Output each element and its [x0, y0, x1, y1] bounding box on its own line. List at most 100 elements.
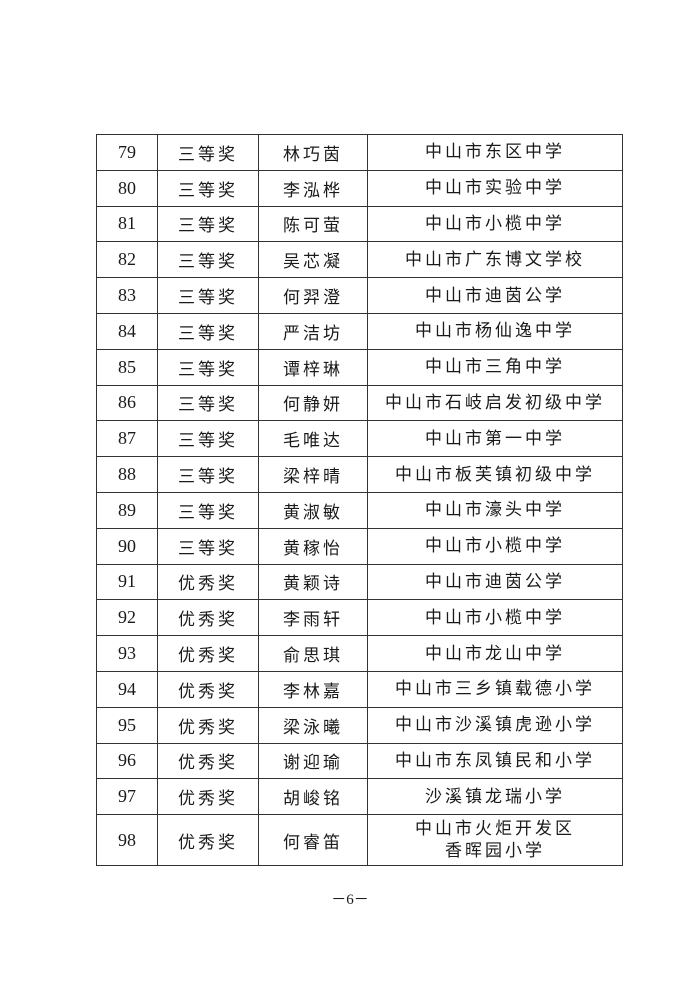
row-number: 86: [96, 384, 158, 422]
row-number: 98: [96, 814, 158, 867]
table-row: 95 优秀奖 梁泳曦 中山市沙溪镇虎逊小学: [96, 706, 623, 744]
row-number: 85: [96, 348, 158, 386]
table-row: 84 三等奖 严洁坊 中山市杨仙逸中学: [96, 312, 623, 350]
table-row: 90 三等奖 黄稼怡 中山市小榄中学: [96, 527, 623, 565]
student-name: 黄稼怡: [258, 527, 368, 565]
table-row: 98 优秀奖 何睿笛 中山市火炬开发区 香晖园小学: [96, 814, 623, 867]
school-name: 中山市火炬开发区 香晖园小学: [367, 814, 623, 867]
student-name: 黄颖诗: [258, 563, 368, 601]
award-level: 三等奖: [157, 134, 259, 171]
row-number: 94: [96, 670, 158, 708]
school-name-line: 中山市小榄中学: [425, 607, 565, 627]
award-level: 三等奖: [157, 348, 259, 386]
student-name: 吴芯凝: [258, 241, 368, 279]
student-name: 李泓桦: [258, 169, 368, 207]
school-name: 中山市小榄中学: [367, 527, 623, 565]
student-name: 何睿笛: [258, 814, 368, 867]
student-name: 何羿澄: [258, 277, 368, 314]
award-level: 优秀奖: [157, 742, 259, 780]
row-number: 96: [96, 742, 158, 780]
student-name: 李雨轩: [258, 599, 368, 637]
school-name: 中山市第一中学: [367, 420, 623, 458]
award-level: 三等奖: [157, 420, 259, 458]
row-number: 80: [96, 169, 158, 207]
school-name-line: 中山市广东博文学校: [405, 249, 585, 269]
award-table: 79 三等奖 林巧茵 中山市东区中学 80 三等奖 李泓桦 中山市实验中学 81 三等奖 陈可萤 中山…: [96, 134, 623, 867]
student-name: 胡峻铭: [258, 778, 368, 816]
row-number: 95: [96, 706, 158, 744]
school-name: 中山市东区中学: [367, 134, 623, 171]
row-number: 92: [96, 599, 158, 637]
award-table-body: 79 三等奖 林巧茵 中山市东区中学 80 三等奖 李泓桦 中山市实验中学 81 三等奖 陈可萤 中山…: [96, 134, 623, 867]
table-row: 96 优秀奖 谢迎瑜 中山市东凤镇民和小学: [96, 742, 623, 780]
row-number: 93: [96, 635, 158, 672]
award-level: 三等奖: [157, 527, 259, 565]
row-number: 83: [96, 277, 158, 314]
student-name: 俞思琪: [258, 635, 368, 672]
school-name: 中山市板芙镇初级中学: [367, 456, 623, 493]
school-name-line: 中山市东区中学: [425, 142, 565, 162]
table-row: 79 三等奖 林巧茵 中山市东区中学: [96, 134, 623, 171]
school-name-line: 中山市第一中学: [425, 428, 565, 448]
row-number: 87: [96, 420, 158, 458]
table-row: 80 三等奖 李泓桦 中山市实验中学: [96, 169, 623, 207]
award-level: 三等奖: [157, 205, 259, 243]
school-name-line: 中山市实验中学: [425, 178, 565, 198]
school-name: 中山市杨仙逸中学: [367, 312, 623, 350]
school-name-line: 中山市三乡镇载德小学: [395, 679, 595, 699]
award-level: 三等奖: [157, 312, 259, 350]
table-row: 92 优秀奖 李雨轩 中山市小榄中学: [96, 599, 623, 637]
award-level: 优秀奖: [157, 778, 259, 816]
student-name: 谢迎瑜: [258, 742, 368, 780]
table-row: 91 优秀奖 黄颖诗 中山市迪茵公学: [96, 563, 623, 601]
award-level: 三等奖: [157, 491, 259, 529]
school-name-line: 中山市迪茵公学: [425, 571, 565, 591]
award-level: 优秀奖: [157, 563, 259, 601]
school-name-line: 中山市杨仙逸中学: [415, 321, 575, 341]
school-name: 中山市濠头中学: [367, 491, 623, 529]
student-name: 毛唯达: [258, 420, 368, 458]
school-name-line: 香晖园小学: [445, 841, 545, 861]
row-number: 81: [96, 205, 158, 243]
school-name-line: 中山市火炬开发区: [415, 819, 575, 839]
award-level: 三等奖: [157, 456, 259, 493]
award-level: 三等奖: [157, 384, 259, 422]
award-level: 优秀奖: [157, 670, 259, 708]
school-name-line: 中山市东凤镇民和小学: [395, 750, 595, 770]
school-name-line: 中山市龙山中学: [425, 643, 565, 663]
school-name: 中山市龙山中学: [367, 635, 623, 672]
student-name: 谭梓琳: [258, 348, 368, 386]
school-name: 中山市迪茵公学: [367, 563, 623, 601]
school-name: 中山市东凤镇民和小学: [367, 742, 623, 780]
award-level: 优秀奖: [157, 635, 259, 672]
school-name: 中山市石岐启发初级中学: [367, 384, 623, 422]
table-row: 88 三等奖 梁梓晴 中山市板芙镇初级中学: [96, 456, 623, 493]
student-name: 林巧茵: [258, 134, 368, 171]
school-name: 中山市实验中学: [367, 169, 623, 207]
school-name-line: 沙溪镇龙瑞小学: [425, 786, 565, 806]
school-name: 沙溪镇龙瑞小学: [367, 778, 623, 816]
school-name-line: 中山市小榄中学: [425, 536, 565, 556]
table-row: 93 优秀奖 俞思琪 中山市龙山中学: [96, 635, 623, 672]
row-number: 88: [96, 456, 158, 493]
school-name-line: 中山市迪茵公学: [425, 285, 565, 305]
row-number: 90: [96, 527, 158, 565]
school-name-line: 中山市板芙镇初级中学: [395, 464, 595, 484]
award-level: 三等奖: [157, 241, 259, 279]
award-level: 三等奖: [157, 277, 259, 314]
student-name: 梁梓晴: [258, 456, 368, 493]
page-number: －6－: [331, 892, 369, 908]
table-row: 81 三等奖 陈可萤 中山市小榄中学: [96, 205, 623, 243]
school-name-line: 中山市小榄中学: [425, 213, 565, 233]
table-row: 85 三等奖 谭梓琳 中山市三角中学: [96, 348, 623, 386]
school-name: 中山市三角中学: [367, 348, 623, 386]
award-level: 优秀奖: [157, 706, 259, 744]
table-row: 89 三等奖 黄淑敏 中山市濠头中学: [96, 491, 623, 529]
award-level: 三等奖: [157, 169, 259, 207]
school-name-line: 中山市石岐启发初级中学: [385, 392, 605, 412]
student-name: 梁泳曦: [258, 706, 368, 744]
school-name: 中山市小榄中学: [367, 599, 623, 637]
school-name: 中山市沙溪镇虎逊小学: [367, 706, 623, 744]
row-number: 89: [96, 491, 158, 529]
table-row: 83 三等奖 何羿澄 中山市迪茵公学: [96, 277, 623, 314]
